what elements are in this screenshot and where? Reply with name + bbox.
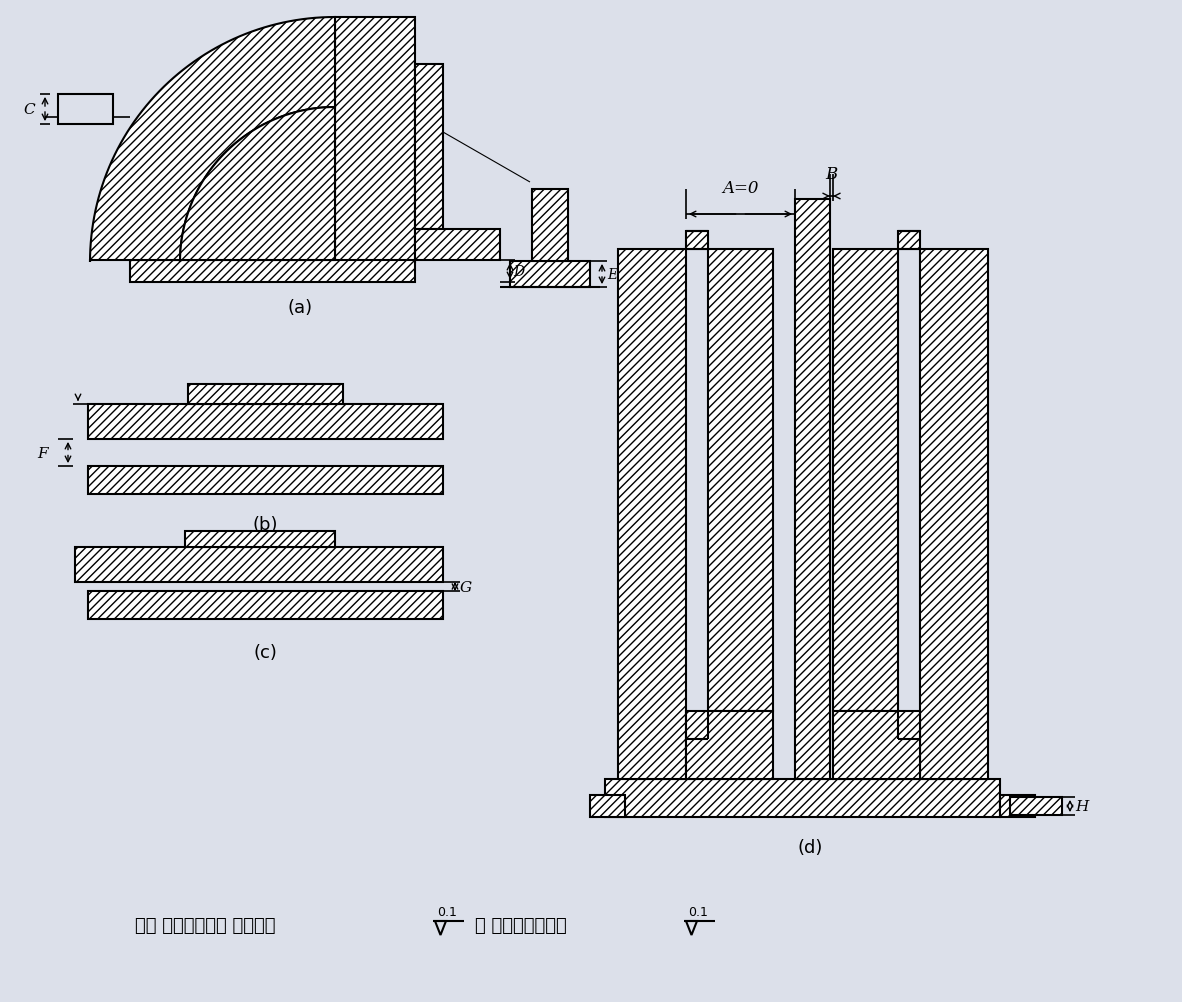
Polygon shape <box>532 189 569 262</box>
Polygon shape <box>87 405 443 440</box>
Text: G: G <box>460 580 472 594</box>
Text: (d): (d) <box>798 838 823 856</box>
Polygon shape <box>186 531 335 547</box>
Polygon shape <box>87 467 443 495</box>
Polygon shape <box>795 199 830 780</box>
Polygon shape <box>415 229 500 261</box>
Polygon shape <box>509 262 590 288</box>
Polygon shape <box>618 249 686 780</box>
Text: 0.1: 0.1 <box>688 905 708 918</box>
Text: E: E <box>608 268 617 282</box>
Polygon shape <box>833 711 920 780</box>
Polygon shape <box>898 231 920 249</box>
Polygon shape <box>130 261 415 283</box>
Text: F: F <box>38 446 48 460</box>
Text: B: B <box>825 166 838 182</box>
Polygon shape <box>708 249 773 711</box>
Polygon shape <box>1009 798 1061 816</box>
Text: 0.1: 0.1 <box>437 905 457 918</box>
Polygon shape <box>590 796 625 818</box>
Text: D: D <box>513 265 524 279</box>
Polygon shape <box>686 231 708 249</box>
Polygon shape <box>833 249 898 711</box>
Polygon shape <box>180 108 335 263</box>
Polygon shape <box>90 18 335 263</box>
Polygon shape <box>188 385 343 405</box>
Text: (b): (b) <box>252 515 278 533</box>
Text: C: C <box>24 103 35 117</box>
Polygon shape <box>920 249 988 780</box>
Polygon shape <box>686 711 773 780</box>
Polygon shape <box>1000 796 1035 818</box>
Polygon shape <box>74 547 443 582</box>
Text: A=0: A=0 <box>722 179 759 196</box>
Polygon shape <box>335 18 415 263</box>
Text: (a): (a) <box>287 299 312 317</box>
Text: H: H <box>1074 800 1089 814</box>
Polygon shape <box>605 780 1000 818</box>
Polygon shape <box>415 65 443 229</box>
Polygon shape <box>87 591 443 619</box>
Text: 注： 表面粗糙度： 止推轴承: 注： 表面粗糙度： 止推轴承 <box>135 916 275 934</box>
Text: (c): (c) <box>253 643 277 661</box>
Text: ； 径向平面轴承。: ； 径向平面轴承。 <box>475 916 566 934</box>
Bar <box>58 95 113 125</box>
